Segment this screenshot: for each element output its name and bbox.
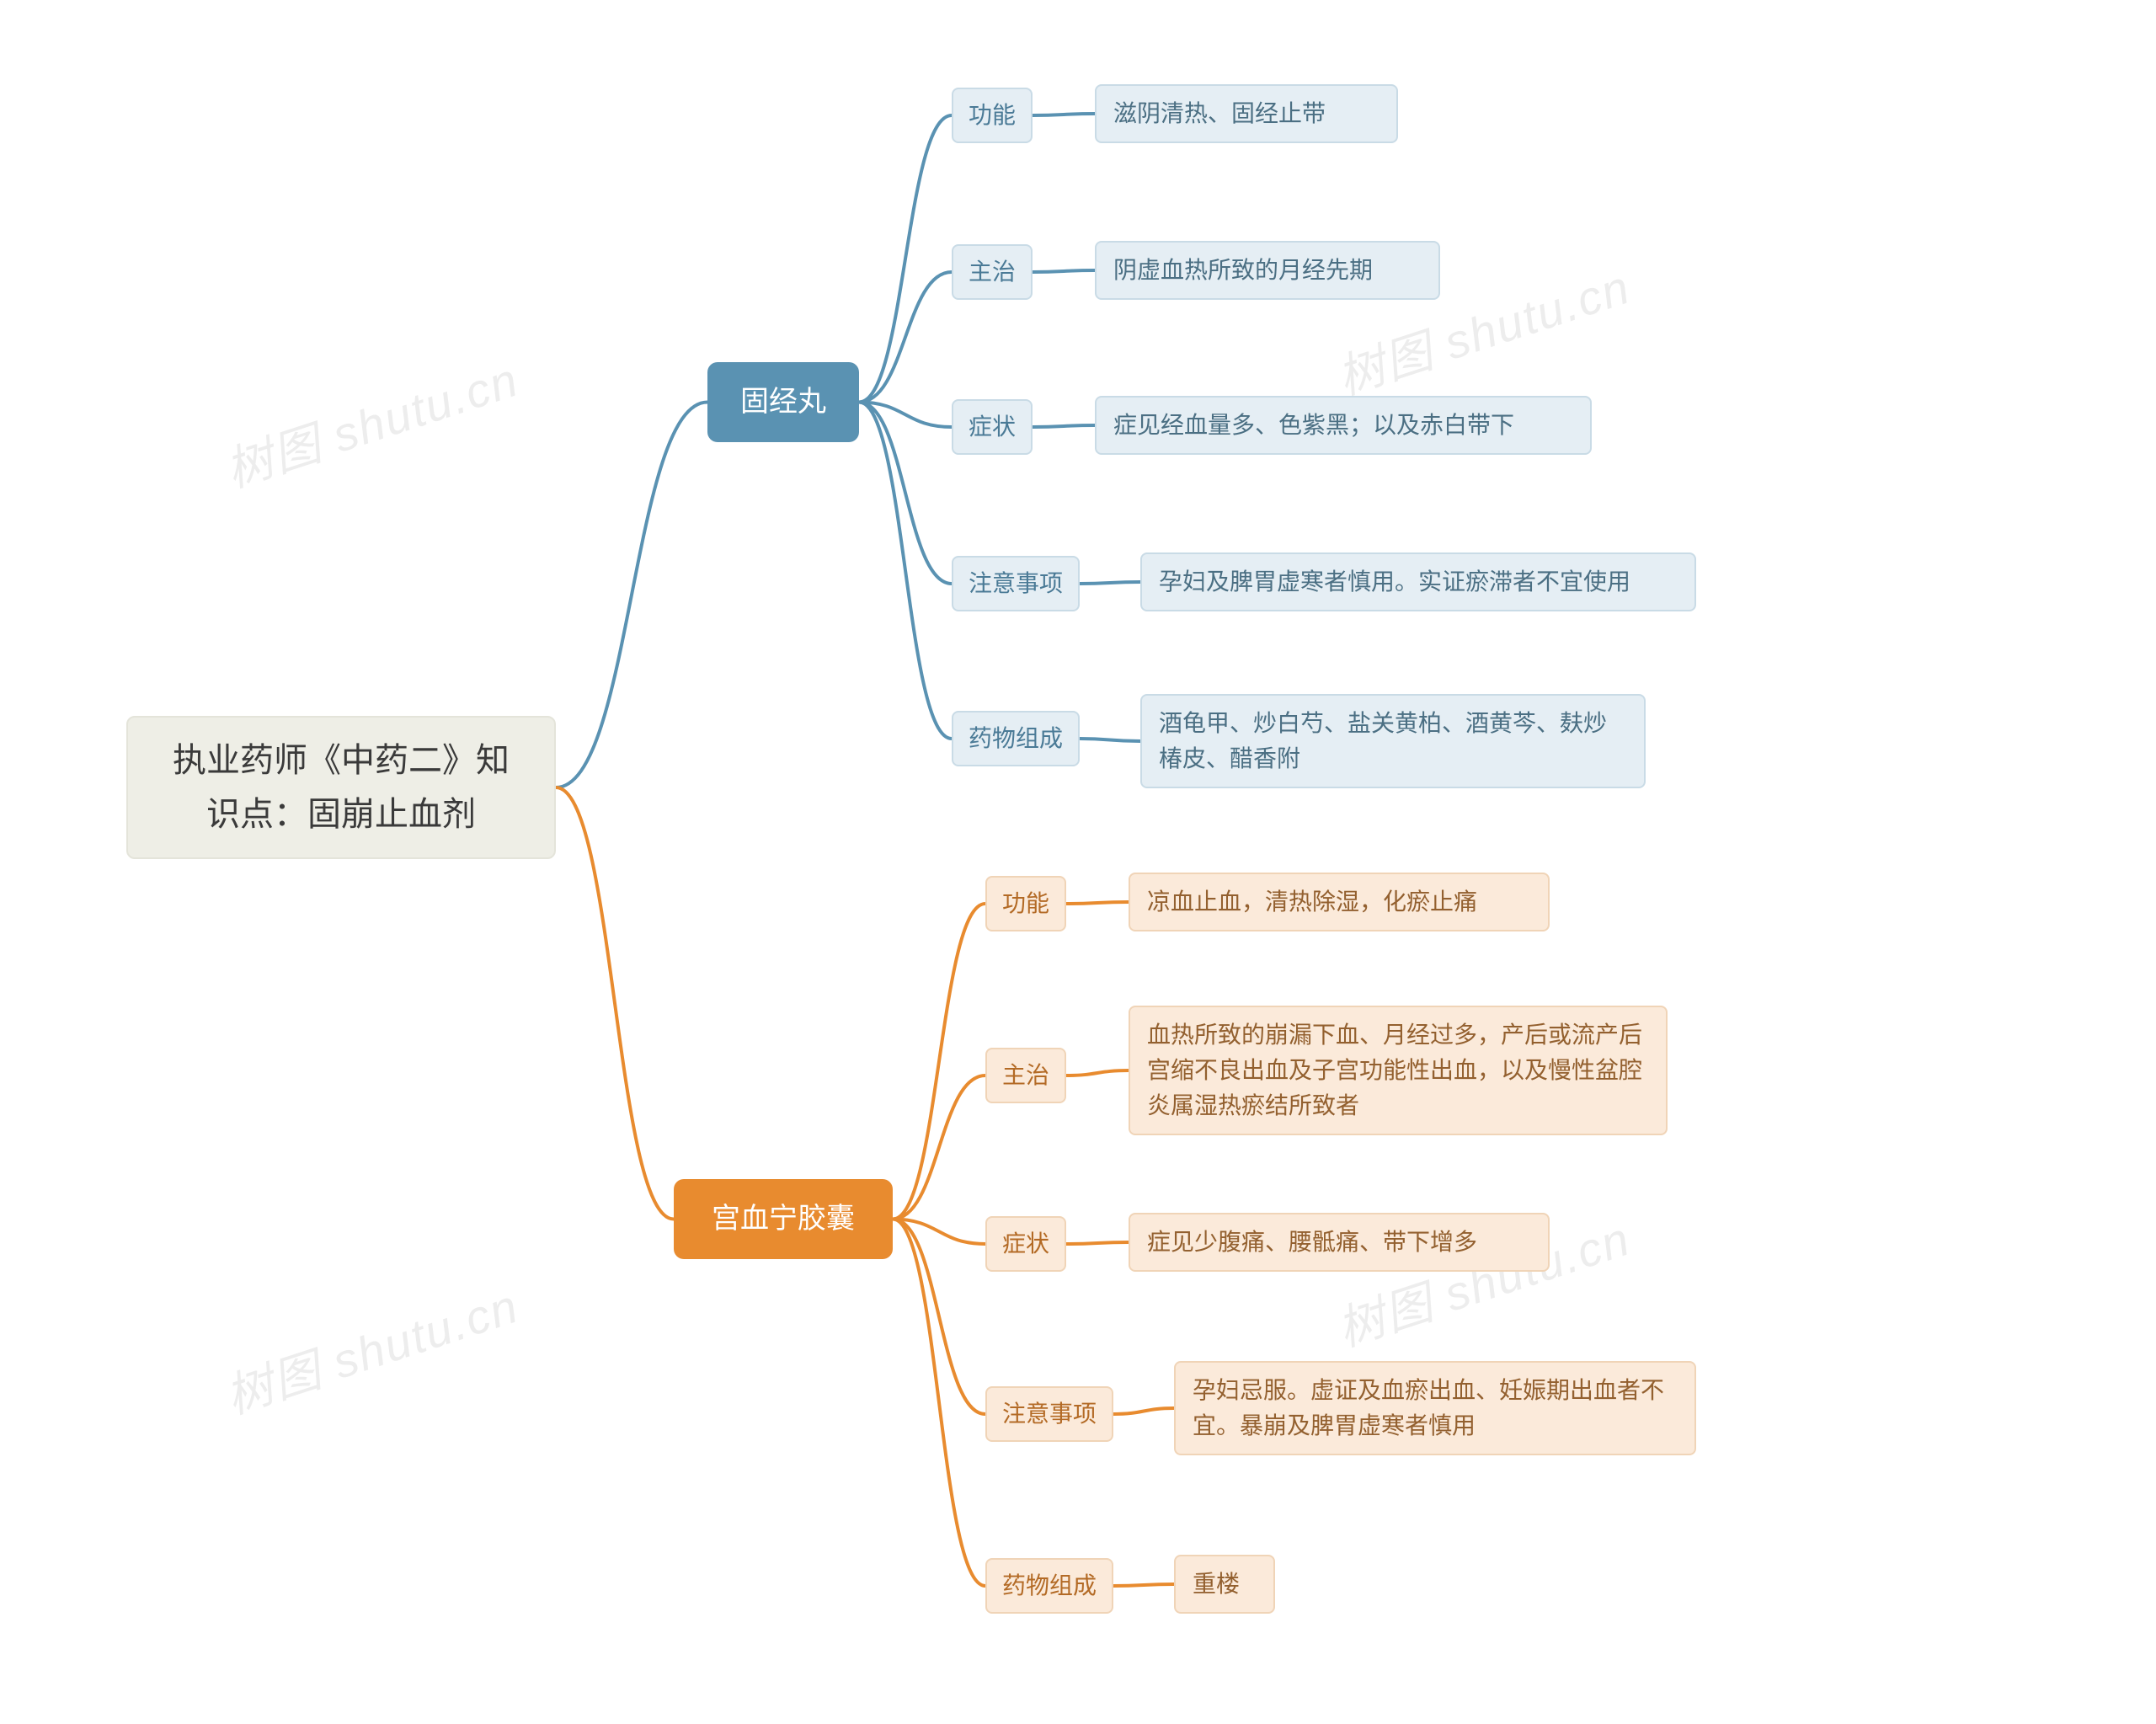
leaf-a-3: 孕妇及脾胃虚寒者慎用。实证瘀滞者不宜使用 [1140, 552, 1696, 611]
leaf-b-1: 血热所致的崩漏下血、月经过多，产后或流产后宫缩不良出血及子宫功能性出血，以及慢性… [1129, 1006, 1668, 1135]
leaf-a-0: 滋阴清热、固经止带 [1095, 84, 1398, 143]
leaf-b-0: 凉血止血，清热除湿，化瘀止痛 [1129, 873, 1550, 931]
tag-a-3[interactable]: 注意事项 [952, 556, 1080, 611]
connector-layer [0, 0, 2156, 1724]
leaf-a-2: 症见经血量多、色紫黑；以及赤白带下 [1095, 396, 1592, 455]
watermark: 树图 shutu.cn [216, 342, 526, 501]
tag-b-1[interactable]: 主治 [985, 1048, 1066, 1103]
watermark: 树图 shutu.cn [216, 1268, 526, 1428]
tag-a-2[interactable]: 症状 [952, 399, 1033, 455]
branch-node-b[interactable]: 宫血宁胶囊 [674, 1179, 893, 1259]
leaf-a-1: 阴虚血热所致的月经先期 [1095, 241, 1440, 300]
leaf-b-2: 症见少腹痛、腰骶痛、带下增多 [1129, 1213, 1550, 1272]
branch-node-a[interactable]: 固经丸 [707, 362, 859, 442]
tag-a-0[interactable]: 功能 [952, 88, 1033, 143]
leaf-a-4: 酒龟甲、炒白芍、盐关黄柏、酒黄芩、麸炒椿皮、醋香附 [1140, 694, 1646, 788]
tag-b-3[interactable]: 注意事项 [985, 1386, 1113, 1442]
leaf-b-3: 孕妇忌服。虚证及血瘀出血、妊娠期出血者不宜。暴崩及脾胃虚寒者慎用 [1174, 1361, 1696, 1455]
mindmap-canvas: 树图 shutu.cn树图 shutu.cn树图 shutu.cn树图 shut… [0, 0, 2156, 1724]
tag-a-1[interactable]: 主治 [952, 244, 1033, 300]
tag-b-0[interactable]: 功能 [985, 876, 1066, 931]
tag-b-4[interactable]: 药物组成 [985, 1558, 1113, 1614]
tag-a-4[interactable]: 药物组成 [952, 711, 1080, 766]
root-node[interactable]: 执业药师《中药二》知识点：固崩止血剂 [126, 716, 556, 859]
tag-b-2[interactable]: 症状 [985, 1216, 1066, 1272]
leaf-b-4: 重楼 [1174, 1555, 1275, 1614]
